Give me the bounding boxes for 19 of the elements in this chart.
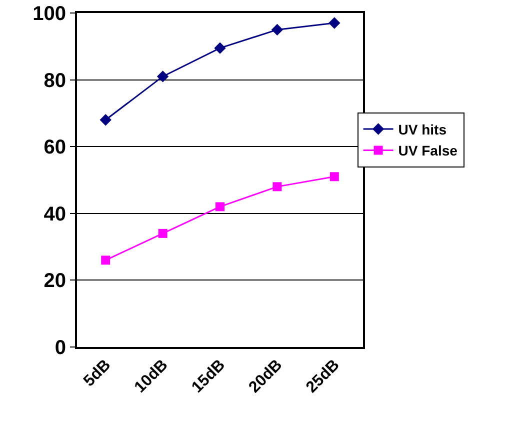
point bbox=[328, 17, 340, 29]
y-tick-label: 40 bbox=[44, 203, 66, 226]
point bbox=[271, 24, 284, 36]
point bbox=[158, 228, 168, 238]
point bbox=[214, 42, 226, 54]
legend-label: UV False bbox=[398, 142, 458, 159]
y-tick-label: 80 bbox=[44, 70, 66, 92]
y-tick-label: 0 bbox=[54, 337, 66, 359]
point bbox=[100, 114, 112, 126]
point bbox=[216, 202, 224, 212]
point bbox=[272, 182, 282, 192]
legend-label: UV hits bbox=[398, 121, 447, 138]
y-tick-label: 60 bbox=[44, 136, 66, 159]
point bbox=[156, 70, 169, 82]
x-tick-label: 5dB bbox=[80, 356, 114, 390]
point bbox=[101, 256, 110, 265]
y-tick-label: 20 bbox=[44, 270, 66, 292]
y-tick-label: 100 bbox=[32, 3, 66, 25]
point bbox=[330, 172, 339, 182]
